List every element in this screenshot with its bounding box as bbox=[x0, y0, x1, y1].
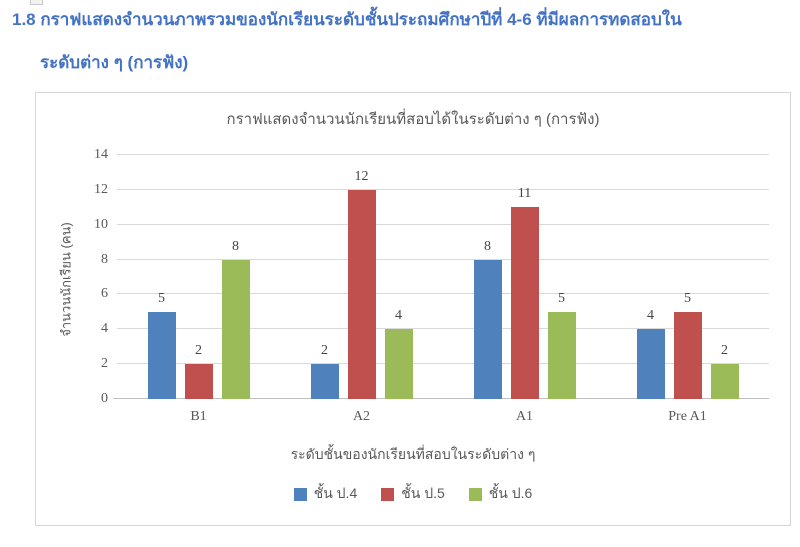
legend-swatch-icon bbox=[468, 487, 482, 501]
page-top-artifact bbox=[30, 0, 43, 5]
legend-swatch-icon bbox=[381, 487, 395, 501]
bar-group-b1: 5 2 8 bbox=[117, 155, 280, 399]
bar-ชั้น ป.4: 8 bbox=[473, 239, 502, 399]
bar-ชั้น ป.5: 5 bbox=[673, 291, 702, 399]
bar-ชั้น ป.4: 5 bbox=[147, 291, 176, 399]
bar-ชั้น ป.5: 11 bbox=[510, 186, 539, 399]
y-tick-label: 6 bbox=[101, 286, 108, 302]
bar-data-label: 8 bbox=[232, 238, 239, 254]
bar-data-label: 2 bbox=[321, 343, 328, 359]
y-tick-label: 2 bbox=[101, 356, 108, 372]
chart-object[interactable]: กราฟแสดงจำนวนนักเรียนที่สอบได้ในระดับต่า… bbox=[35, 92, 791, 526]
y-tick-label: 12 bbox=[94, 181, 108, 197]
bar-ชั้น ป.5: 2 bbox=[184, 343, 213, 399]
y-axis-ticks: 0 2 4 6 8 10 12 14 bbox=[36, 147, 108, 406]
section-heading-line2: ระดับต่าง ๆ (การฟัง) bbox=[40, 53, 189, 72]
bar-groups: 5 2 8 2 12 4 8 11 5 4 5 2 bbox=[117, 155, 769, 399]
bar-data-label: 4 bbox=[395, 308, 402, 324]
gridline bbox=[117, 363, 769, 365]
bar-data-label: 2 bbox=[721, 343, 728, 359]
bar-data-label: 8 bbox=[484, 238, 491, 254]
gridline bbox=[117, 258, 769, 260]
bar-data-label: 5 bbox=[558, 290, 565, 306]
x-category-label: A2 bbox=[352, 409, 371, 424]
legend-swatch-icon bbox=[293, 487, 307, 501]
y-tick-label: 0 bbox=[101, 391, 108, 406]
legend-item: ชั้น ป.6 bbox=[468, 483, 533, 505]
legend-label: ชั้น ป.6 bbox=[488, 485, 533, 501]
x-category-label: B1 bbox=[190, 409, 207, 424]
legend-label: ชั้น ป.5 bbox=[401, 485, 445, 501]
bar-ชั้น ป.6: 4 bbox=[384, 308, 413, 399]
bar-ชั้น ป.5: 12 bbox=[347, 169, 376, 399]
bar-group-a2: 2 12 4 bbox=[280, 155, 443, 399]
chart-legend: ชั้น ป.4 ชั้น ป.5 ชั้น ป.6 bbox=[36, 483, 790, 505]
y-tick-label: 14 bbox=[94, 147, 108, 162]
gridline bbox=[117, 328, 769, 330]
gridline bbox=[117, 293, 769, 295]
x-category-label: Pre A1 bbox=[668, 409, 707, 424]
bar-data-label: 5 bbox=[158, 290, 165, 306]
bar-group-pre-a1: 4 5 2 bbox=[606, 155, 769, 399]
section-heading-line1: 1.8 กราฟแสดงจำนวนภาพรวมของนักเรียนระดับช… bbox=[12, 10, 682, 29]
bar-ชั้น ป.6: 8 bbox=[221, 239, 250, 399]
legend-label: ชั้น ป.4 bbox=[313, 485, 358, 501]
chart-title: กราฟแสดงจำนวนนักเรียนที่สอบได้ในระดับต่า… bbox=[226, 111, 600, 128]
bar-data-label: 2 bbox=[195, 343, 202, 359]
x-category-label: A1 bbox=[515, 409, 534, 424]
plot-area: 5 2 8 2 12 4 8 11 5 4 5 2 bbox=[113, 154, 769, 399]
section-heading: 1.8 กราฟแสดงจำนวนภาพรวมของนักเรียนระดับช… bbox=[12, 8, 792, 75]
legend-item: ชั้น ป.5 bbox=[381, 483, 445, 505]
legend-item: ชั้น ป.4 bbox=[293, 483, 358, 505]
y-tick-label: 8 bbox=[101, 251, 108, 267]
x-axis-line bbox=[113, 398, 769, 399]
gridline bbox=[117, 188, 769, 190]
bar-ชั้น ป.4: 4 bbox=[636, 308, 665, 399]
bar-ชั้น ป.6: 2 bbox=[710, 343, 739, 399]
bar-ชั้น ป.6: 5 bbox=[547, 291, 576, 399]
bar-group-a1: 8 11 5 bbox=[443, 155, 606, 399]
y-tick-label: 4 bbox=[101, 321, 108, 337]
x-axis-title: ระดับชั้นของนักเรียนที่สอบในระดับต่าง ๆ bbox=[290, 446, 536, 462]
bar-data-label: 5 bbox=[684, 290, 691, 306]
bar-data-label: 11 bbox=[517, 186, 532, 202]
gridline bbox=[117, 154, 769, 155]
y-tick-label: 10 bbox=[94, 216, 108, 232]
gridline bbox=[117, 223, 769, 225]
bar-ชั้น ป.4: 2 bbox=[310, 343, 339, 399]
x-axis-labels: B1 A2 A1 Pre A1 bbox=[117, 409, 769, 425]
bar-data-label: 4 bbox=[647, 308, 654, 324]
bar-data-label: 12 bbox=[354, 168, 369, 184]
